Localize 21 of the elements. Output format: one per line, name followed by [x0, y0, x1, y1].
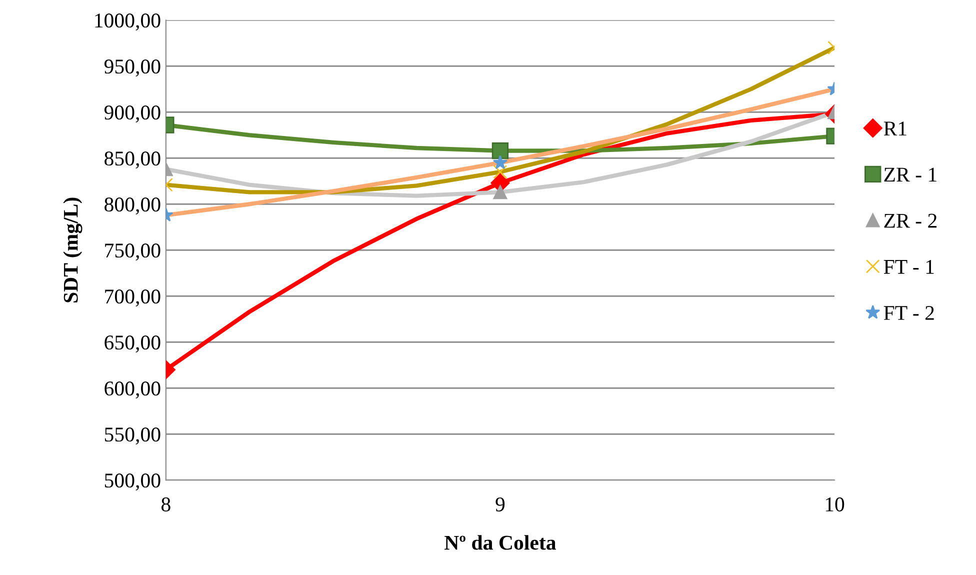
y-tick-label: 1000,00: [95, 14, 160, 31]
x-tick-label: 9: [496, 497, 505, 512]
legend-label: ZR - 1: [884, 168, 936, 182]
y-tick-label: 650,00: [104, 336, 160, 353]
y-tick-label: 500,00: [104, 474, 160, 491]
y-tick-label: 900,00: [104, 106, 160, 123]
y-tick-label: 950,00: [104, 60, 160, 77]
legend-label: ZR - 2: [884, 214, 937, 228]
y-tick-label: 550,00: [104, 428, 160, 445]
x-tick-label: 8: [162, 497, 170, 512]
y-tick-label: 700,00: [105, 290, 160, 307]
legend-label: FT - 1: [884, 260, 934, 274]
y-tick-label: 600,00: [104, 382, 160, 399]
legend-label: FT - 2: [884, 306, 934, 320]
x-axis-title: Nº da Coleta: [444, 535, 556, 550]
legend-label: R1: [884, 122, 906, 136]
y-tick-label: 750,00: [105, 244, 160, 261]
y-tick-label: 800,00: [104, 198, 160, 215]
y-axis-title: SDT (mg/L): [63, 198, 82, 302]
x-tick-label: 10: [826, 497, 844, 512]
y-tick-label: 850,00: [104, 152, 160, 169]
